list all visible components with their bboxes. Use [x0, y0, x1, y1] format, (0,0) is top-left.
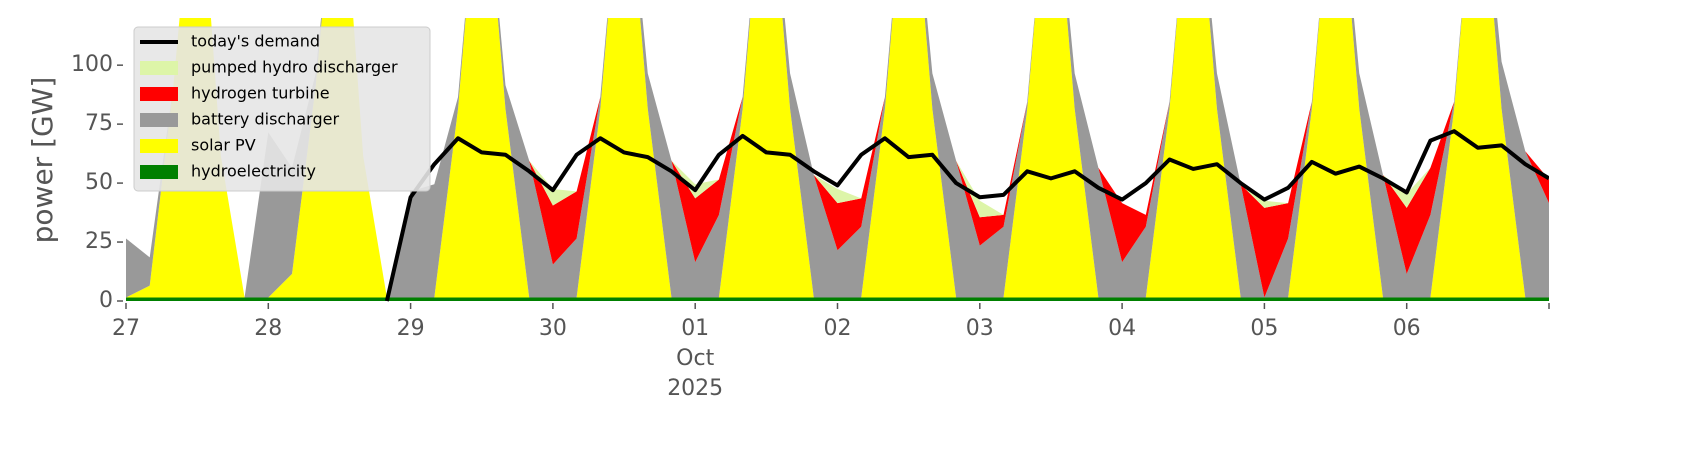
x-tick-label: 01 — [681, 316, 709, 341]
legend-box — [133, 26, 431, 192]
legend-label: solar PV — [191, 136, 256, 155]
y-tick-label: 50 — [85, 170, 113, 195]
legend-label: today's demand — [191, 32, 320, 51]
x-tick-label: 04 — [1108, 316, 1136, 341]
area — [126, 297, 1549, 301]
x-tick-label: 02 — [824, 316, 852, 341]
legend-label: pumped hydro discharger — [191, 58, 398, 77]
x-tick-sublabel: 2025 — [667, 376, 723, 401]
area — [126, 18, 1549, 298]
y-axis-label: power [GW] — [26, 77, 59, 244]
legend-label: hydrogen turbine — [191, 84, 330, 103]
legend-swatch — [140, 139, 178, 153]
y-tick-label: 0 — [99, 288, 113, 313]
area — [126, 18, 1549, 298]
legend-label: hydroelectricity — [191, 162, 316, 181]
plot-area — [126, 18, 1549, 302]
legend-swatch — [140, 61, 178, 75]
legend-swatch — [140, 113, 178, 127]
x-tick-label: 29 — [397, 316, 425, 341]
y-tick-label: 25 — [85, 229, 113, 254]
legend-label: battery discharger — [191, 110, 339, 129]
legend-swatch — [140, 87, 178, 101]
x-tick-label: 06 — [1393, 316, 1421, 341]
y-tick-label: 75 — [85, 111, 113, 136]
x-tick-sublabel: Oct — [676, 346, 714, 371]
x-tick-label: 30 — [539, 316, 567, 341]
x-tick-label: 28 — [254, 316, 282, 341]
y-tick-label: 100 — [71, 52, 113, 77]
legend-swatch — [140, 165, 178, 179]
x-tick-label: 03 — [966, 316, 994, 341]
demand-line — [384, 129, 1549, 302]
x-tick-label: 27 — [112, 316, 140, 341]
x-tick-label: 05 — [1250, 316, 1278, 341]
area — [126, 18, 1549, 298]
